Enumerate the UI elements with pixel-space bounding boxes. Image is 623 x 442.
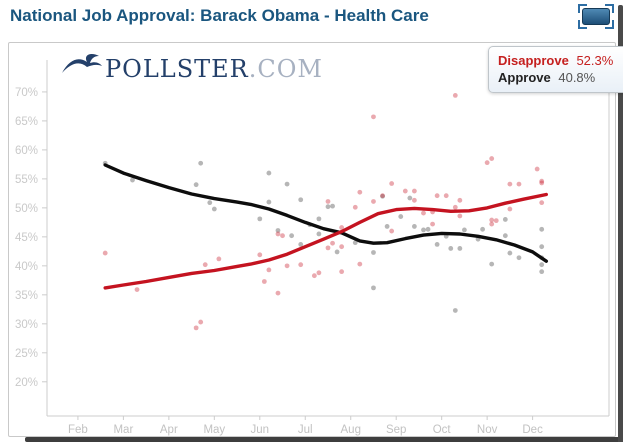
selection-frame-icon bbox=[582, 8, 610, 25]
selection-corner-icon bbox=[578, 4, 587, 13]
pollster-bird-icon bbox=[62, 54, 102, 73]
window-edge-bottom bbox=[25, 437, 623, 442]
svg-text:25%: 25% bbox=[15, 348, 38, 360]
svg-text:Jul: Jul bbox=[298, 424, 313, 436]
svg-text:35%: 35% bbox=[15, 290, 38, 302]
embed-selection-button[interactable] bbox=[578, 4, 614, 29]
svg-text:Feb: Feb bbox=[68, 424, 88, 436]
selection-corner-icon bbox=[605, 4, 614, 13]
svg-text:30%: 30% bbox=[15, 319, 38, 331]
svg-text:Mar: Mar bbox=[113, 424, 133, 436]
svg-text:Dec: Dec bbox=[522, 424, 543, 436]
pollster-logo-suffix: .COM bbox=[248, 55, 323, 83]
svg-text:May: May bbox=[203, 424, 225, 436]
chart-legend: Disapprove 52.3% Approve 40.8% bbox=[488, 46, 623, 93]
svg-text:50%: 50% bbox=[15, 203, 38, 215]
selection-corner-icon bbox=[578, 20, 587, 29]
svg-text:65%: 65% bbox=[15, 116, 38, 128]
legend-label-disapprove: Disapprove bbox=[498, 53, 569, 68]
page-title: National Job Approval: Barack Obama - He… bbox=[10, 6, 429, 25]
svg-text:Jun: Jun bbox=[251, 424, 270, 436]
svg-text:70%: 70% bbox=[15, 87, 38, 99]
legend-item-disapprove: Disapprove 52.3% bbox=[498, 52, 622, 69]
pollster-logo-name: POLLSTER bbox=[105, 55, 249, 83]
pollster-logo: POLLSTER .COM bbox=[61, 47, 323, 81]
svg-text:Aug: Aug bbox=[341, 424, 361, 436]
svg-text:Oct: Oct bbox=[433, 424, 452, 436]
selection-corner-icon bbox=[605, 20, 614, 29]
legend-value-disapprove: 52.3% bbox=[576, 53, 614, 68]
svg-text:60%: 60% bbox=[15, 145, 38, 157]
legend-item-approve: Approve 40.8% bbox=[498, 69, 622, 86]
svg-text:55%: 55% bbox=[15, 174, 38, 186]
svg-text:Apr: Apr bbox=[160, 424, 178, 436]
svg-text:40%: 40% bbox=[15, 261, 38, 273]
svg-text:45%: 45% bbox=[15, 232, 38, 244]
legend-label-approve: Approve bbox=[498, 70, 551, 85]
window-edge-right bbox=[618, 5, 623, 442]
chart-panel: POLLSTER .COM Disapprove 52.3% Approve 4… bbox=[8, 42, 623, 437]
legend-value-approve: 40.8% bbox=[558, 70, 596, 85]
svg-text:Sep: Sep bbox=[386, 424, 406, 436]
svg-text:20%: 20% bbox=[15, 377, 38, 389]
svg-text:Nov: Nov bbox=[477, 424, 498, 436]
